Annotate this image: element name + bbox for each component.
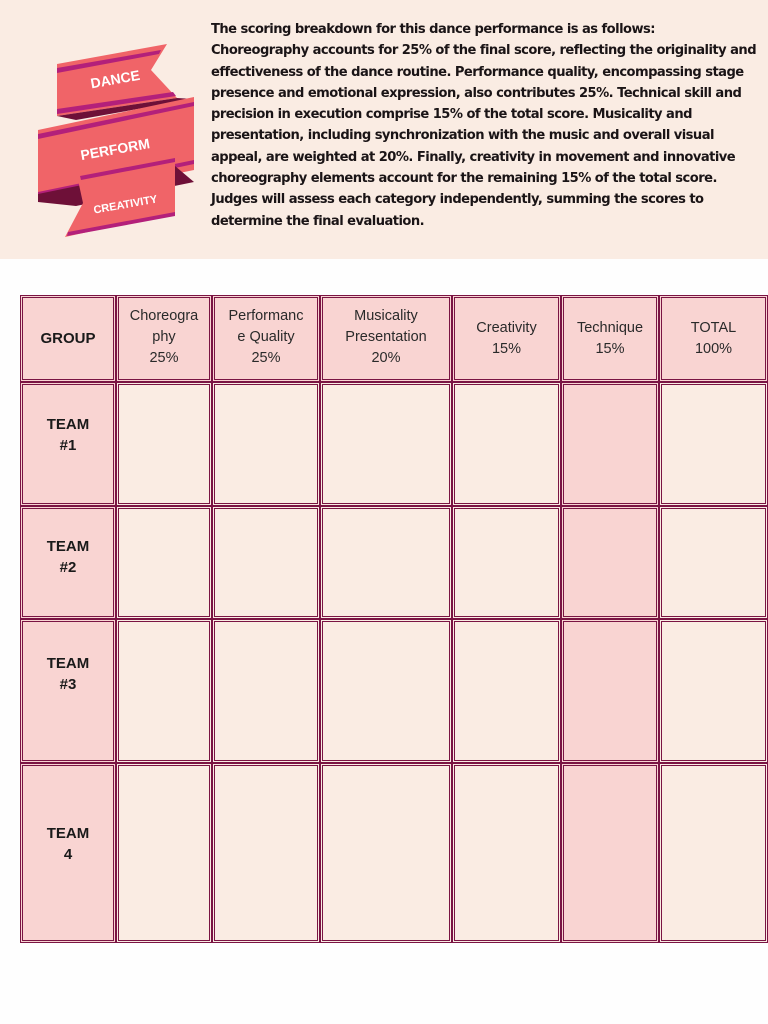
team-label: TEAM bbox=[46, 537, 90, 555]
column-header-weight: 20% bbox=[371, 350, 401, 366]
column-header-musicality-presentation: Musicality Presentation 20% bbox=[320, 295, 452, 382]
column-header-line: Choreogra bbox=[129, 308, 199, 324]
column-header-line: Presentation bbox=[345, 329, 427, 345]
team-label: TEAM bbox=[46, 655, 90, 672]
column-header-line: Creativity bbox=[476, 319, 537, 336]
column-header-performance-quality: Performanc e Quality 25% bbox=[212, 295, 320, 382]
column-header-weight: 100% bbox=[694, 340, 733, 357]
column-header-weight: 25% bbox=[149, 350, 179, 366]
column-header-line: Performanc bbox=[228, 308, 304, 324]
score-cell-team2-musicality[interactable] bbox=[320, 506, 452, 619]
score-cell-team1-total[interactable] bbox=[659, 382, 768, 506]
column-header-technique: Technique 15% bbox=[561, 295, 659, 382]
column-header-line: phy bbox=[152, 329, 176, 345]
score-cell-team4-technique[interactable] bbox=[561, 763, 659, 943]
score-cell-team2-creativity[interactable] bbox=[452, 506, 561, 619]
score-cell-team1-performance[interactable] bbox=[212, 382, 320, 506]
score-cell-team2-performance[interactable] bbox=[212, 506, 320, 619]
team-number: #1 bbox=[59, 437, 77, 454]
column-header-weight: 15% bbox=[491, 340, 522, 357]
row-label-team-2: TEAM #2 bbox=[20, 506, 116, 619]
score-cell-team1-technique[interactable] bbox=[561, 382, 659, 506]
score-cell-team3-musicality[interactable] bbox=[320, 619, 452, 763]
score-cell-team4-choreography[interactable] bbox=[116, 763, 212, 943]
group-header-label: GROUP bbox=[40, 330, 96, 347]
score-cell-team3-performance[interactable] bbox=[212, 619, 320, 763]
score-cell-team1-choreography[interactable] bbox=[116, 382, 212, 506]
score-cell-team3-technique[interactable] bbox=[561, 619, 659, 763]
column-header-line: Technique bbox=[576, 319, 644, 336]
row-label-team-1: TEAM #1 bbox=[20, 382, 116, 506]
score-cell-team4-performance[interactable] bbox=[212, 763, 320, 943]
row-label-team-3: TEAM #3 bbox=[20, 619, 116, 763]
score-cell-team3-total[interactable] bbox=[659, 619, 768, 763]
team-label: TEAM bbox=[46, 825, 90, 842]
score-cell-team3-creativity[interactable] bbox=[452, 619, 561, 763]
column-header-choreography: Choreogra phy 25% bbox=[116, 295, 212, 382]
column-header-creativity: Creativity 15% bbox=[452, 295, 561, 382]
score-cell-team4-creativity[interactable] bbox=[452, 763, 561, 943]
team-number: 4 bbox=[63, 846, 73, 863]
column-header-total: TOTAL 100% bbox=[659, 295, 768, 382]
score-cell-team1-creativity[interactable] bbox=[452, 382, 561, 506]
team-number: #3 bbox=[59, 676, 77, 693]
column-header-weight: 15% bbox=[595, 340, 625, 357]
column-header-line: TOTAL bbox=[690, 319, 737, 336]
score-cell-team4-musicality[interactable] bbox=[320, 763, 452, 943]
score-cell-team2-total[interactable] bbox=[659, 506, 768, 619]
score-cell-team1-musicality[interactable] bbox=[320, 382, 452, 506]
score-cell-team4-total[interactable] bbox=[659, 763, 768, 943]
score-cell-team2-technique[interactable] bbox=[561, 506, 659, 619]
row-label-team-4: TEAM 4 bbox=[20, 763, 116, 943]
team-number: #2 bbox=[59, 558, 77, 576]
column-header-line: e Quality bbox=[237, 329, 295, 345]
dance-ribbon-logo: DANCE PERFORM CREATIVITY bbox=[36, 42, 206, 237]
column-header-line: Musicality bbox=[354, 308, 418, 324]
score-cell-team2-choreography[interactable] bbox=[116, 506, 212, 619]
column-header-weight: 25% bbox=[251, 350, 281, 366]
group-header-cell: GROUP bbox=[20, 295, 116, 382]
team-label: TEAM bbox=[46, 416, 90, 433]
scoring-description: The scoring breakdown for this dance per… bbox=[211, 22, 757, 229]
score-cell-team3-choreography[interactable] bbox=[116, 619, 212, 763]
